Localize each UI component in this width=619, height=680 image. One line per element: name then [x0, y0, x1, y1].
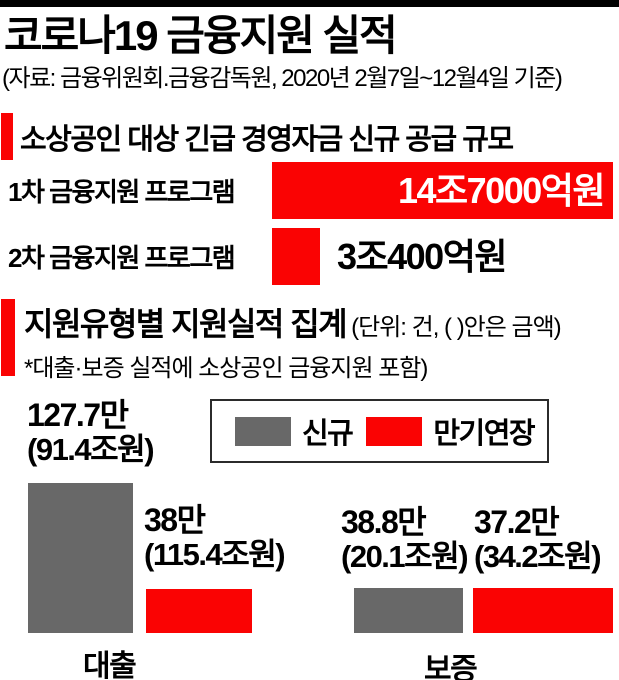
chart-legend: 신규 만기연장 [210, 399, 549, 463]
section2-unit-note: (단위: 건, ( )안은 금액) [351, 314, 562, 341]
section2-text: 지원유형별 지원실적 집계 (단위: 건, ( )안은 금액) *대출·보증 실… [24, 299, 562, 383]
section1-header: 소상공인 대상 긴급 경영자금 신규 공급 규모 [1, 113, 514, 160]
program1-bar: 14조7000억원 [272, 162, 613, 219]
guarantee-extension-label: 37.2만 (34.2조원) [474, 504, 602, 574]
section1-accent-bar [1, 113, 13, 160]
legend-label-extension: 만기연장 [433, 418, 535, 450]
guarantee-new-count: 38.8만 [341, 504, 427, 540]
legend-label-new: 신규 [302, 418, 354, 450]
section2-title: 지원유형별 지원실적 집계 [24, 306, 348, 342]
program2-bar [272, 228, 320, 285]
program1-label: 1차 금융지원 프로그램 [8, 177, 236, 207]
legend-swatch-new [235, 416, 291, 446]
guarantee-new-label: 38.8만 (20.1조원) [341, 504, 469, 574]
loan-extension-count: 38만 [144, 502, 206, 538]
section1-title: 소상공인 대상 긴급 경영자금 신규 공급 규모 [20, 123, 514, 156]
loan-extension-label: 38만 (115.4조원) [144, 502, 286, 572]
loan-new-bar [28, 483, 133, 633]
source-note: (자료: 금융위원회.금융감독원, 2020년 2월7일~12월4일 기준) [2, 65, 563, 92]
guarantee-new-bar [354, 588, 463, 633]
guarantee-extension-bar [473, 588, 613, 633]
program2-value: 3조400억원 [337, 236, 507, 277]
program2-label: 2차 금융지원 프로그램 [8, 243, 236, 273]
top-rule-bar [0, 0, 619, 7]
program1-value: 14조7000억원 [398, 170, 606, 211]
section2-footnote: *대출·보증 실적에 소상공인 금융지원 포함) [24, 355, 428, 382]
category-label-loan: 대출 [83, 650, 137, 680]
loan-new-amount: (91.4조원) [27, 432, 155, 467]
guarantee-extension-amount: (34.2조원) [474, 539, 602, 574]
legend-swatch-extension [366, 416, 423, 446]
loan-extension-amount: (115.4조원) [144, 537, 286, 572]
loan-new-label: 127.7만 (91.4조원) [27, 397, 155, 467]
guarantee-new-amount: (20.1조원) [341, 539, 469, 574]
section2-header: 지원유형별 지원실적 집계 (단위: 건, ( )안은 금액) *대출·보증 실… [1, 299, 562, 383]
section2-accent-bar [1, 299, 15, 376]
loan-new-count: 127.7만 [27, 397, 129, 433]
loan-extension-bar [146, 589, 252, 633]
section2-title-line: 지원유형별 지원실적 집계 (단위: 건, ( )안은 금액) [24, 299, 562, 345]
page-title: 코로나19 금융지원 실적 [4, 12, 398, 59]
category-label-guarantee: 보증 [424, 653, 478, 680]
guarantee-extension-count: 37.2만 [474, 504, 560, 540]
